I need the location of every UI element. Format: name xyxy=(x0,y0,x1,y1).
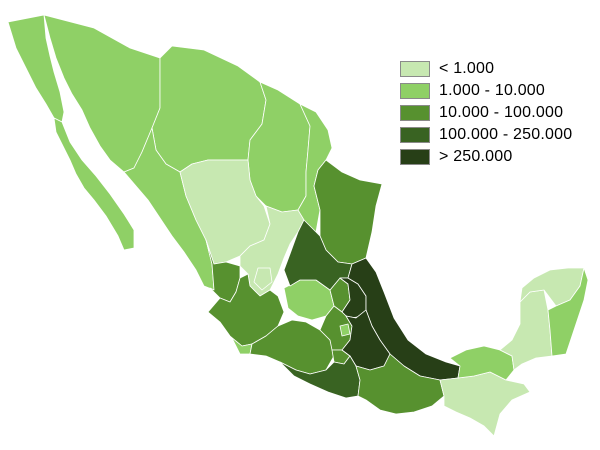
state-oaxaca xyxy=(355,353,445,415)
legend-label: 10.000 - 100.000 xyxy=(439,104,564,121)
legend-label: > 250.000 xyxy=(439,148,513,165)
legend-item: > 250.000 xyxy=(400,146,572,168)
legend-swatch xyxy=(400,83,430,99)
legend-label: 100.000 - 250.000 xyxy=(439,126,573,143)
legend: < 1.000 1.000 - 10.000 10.000 - 100.000 … xyxy=(400,58,572,168)
legend-item: < 1.000 xyxy=(400,58,572,80)
legend-item: 10.000 - 100.000 xyxy=(400,102,572,124)
legend-swatch xyxy=(400,105,430,121)
state-sonora xyxy=(43,14,161,173)
legend-label: < 1.000 xyxy=(439,60,495,77)
legend-swatch xyxy=(400,127,430,143)
state-tabasco xyxy=(449,345,515,381)
legend-swatch xyxy=(400,61,430,77)
state-mexico-city xyxy=(339,323,351,337)
state-quintana-roo xyxy=(547,267,589,357)
state-aguascalientes xyxy=(253,267,273,291)
state-baja-california xyxy=(7,14,65,123)
legend-label: 1.000 - 10.000 xyxy=(439,82,545,99)
state-chiapas xyxy=(439,371,531,437)
state-jalisco xyxy=(207,273,285,347)
legend-item: 1.000 - 10.000 xyxy=(400,80,572,102)
legend-item: 100.000 - 250.000 xyxy=(400,124,572,146)
legend-swatch xyxy=(400,149,430,165)
state-baja-california-sur xyxy=(53,117,135,251)
